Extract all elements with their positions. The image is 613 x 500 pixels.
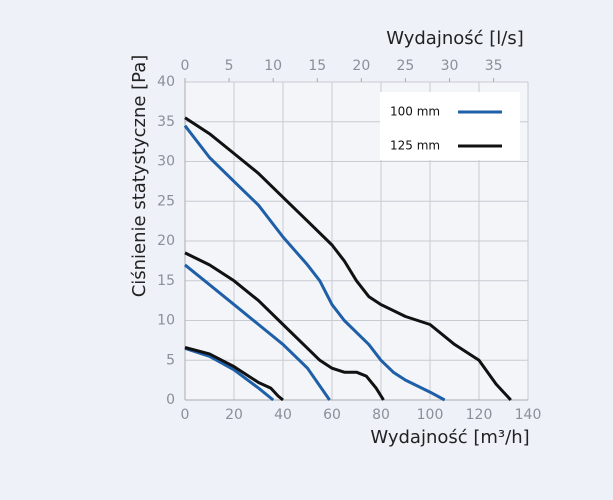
x-tick-label: 0 [181, 407, 190, 423]
curve [184, 251, 385, 401]
curve [183, 124, 446, 402]
x2-tick-label: 35 [485, 58, 503, 74]
y-tick-label: 30 [157, 154, 175, 170]
y-tick-label: 10 [157, 313, 175, 329]
x2-tick-label: 10 [264, 58, 282, 74]
x-tick-label: 80 [372, 407, 390, 423]
x2-tick-label: 15 [308, 58, 326, 74]
curve [184, 346, 284, 402]
y-axis-label: Ciśnienie statystyczne [Pa] [129, 55, 150, 298]
y-tick-label: 15 [157, 273, 175, 289]
x-tick-label: 120 [466, 407, 493, 423]
x2-tick-label: 5 [225, 58, 234, 74]
x-axis-label: Wydajność [m³/h] [370, 427, 529, 448]
y-tick-label: 0 [166, 392, 175, 408]
y-tick-label: 20 [157, 233, 175, 249]
curve [184, 263, 331, 401]
x2-tick-label: 30 [441, 58, 459, 74]
y-tick-label: 5 [166, 352, 175, 368]
legend-box [380, 92, 520, 160]
legend-label: 100 mm [390, 105, 440, 119]
x-tick-label: 100 [417, 407, 444, 423]
curve [184, 116, 512, 402]
x2-tick-label: 0 [181, 58, 190, 74]
y-tick-label: 40 [157, 74, 175, 90]
x-tick-label: 60 [323, 407, 341, 423]
x-tick-label: 140 [515, 407, 542, 423]
x2-tick-label: 20 [352, 58, 370, 74]
x2-tick-label: 25 [397, 58, 415, 74]
x-tick-label: 40 [274, 407, 292, 423]
y-tick-label: 25 [157, 193, 175, 209]
y-tick-label: 35 [157, 114, 175, 130]
x2-axis-label: Wydajność [l/s] [386, 28, 524, 49]
curve [184, 346, 275, 402]
x-tick-label: 20 [225, 407, 243, 423]
legend-label: 125 mm [390, 139, 440, 153]
